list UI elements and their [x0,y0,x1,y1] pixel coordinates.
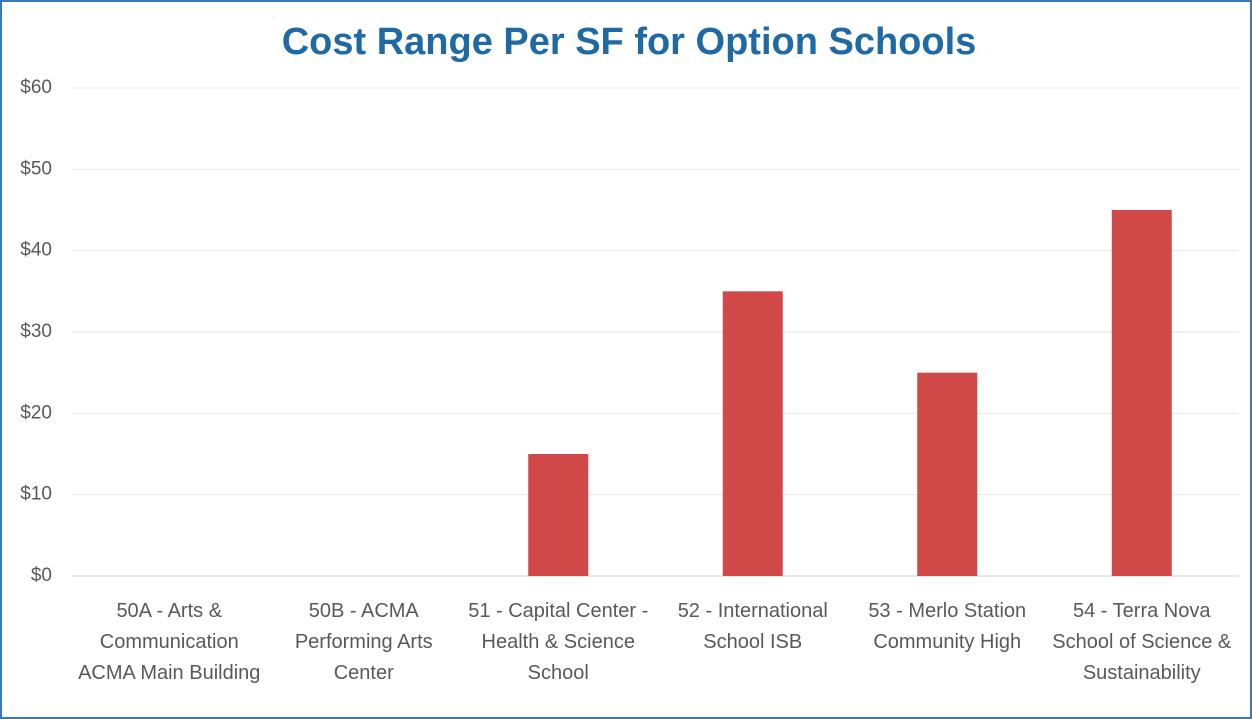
chart-title: Cost Range Per SF for Option Schools [282,21,977,63]
bar [722,291,783,576]
y-tick-label: $0 [31,565,52,586]
x-tick-label: 51 - Capital Center - Health & Science S… [468,600,649,684]
y-tick-label: $60 [20,77,52,98]
y-tick-label: $30 [20,321,52,342]
y-tick-label: $40 [20,240,52,261]
x-tick-label: 52 - International School ISB [677,600,828,653]
x-tick-label: 50B - ACMA Performing Arts Center [294,600,433,684]
y-tick-label: $10 [20,484,52,505]
y-tick-label: $20 [20,402,52,423]
bar [917,372,978,576]
bar [528,454,589,576]
bar [1111,210,1172,576]
x-tick-label: 53 - Merlo Station Community High [868,600,1027,653]
x-tick-label: 50A - Arts & Communication ACMA Main Bui… [78,600,261,684]
y-tick-label: $50 [20,158,52,179]
x-tick-label: 54 - Terra Nova School of Science & Sust… [1052,600,1232,684]
